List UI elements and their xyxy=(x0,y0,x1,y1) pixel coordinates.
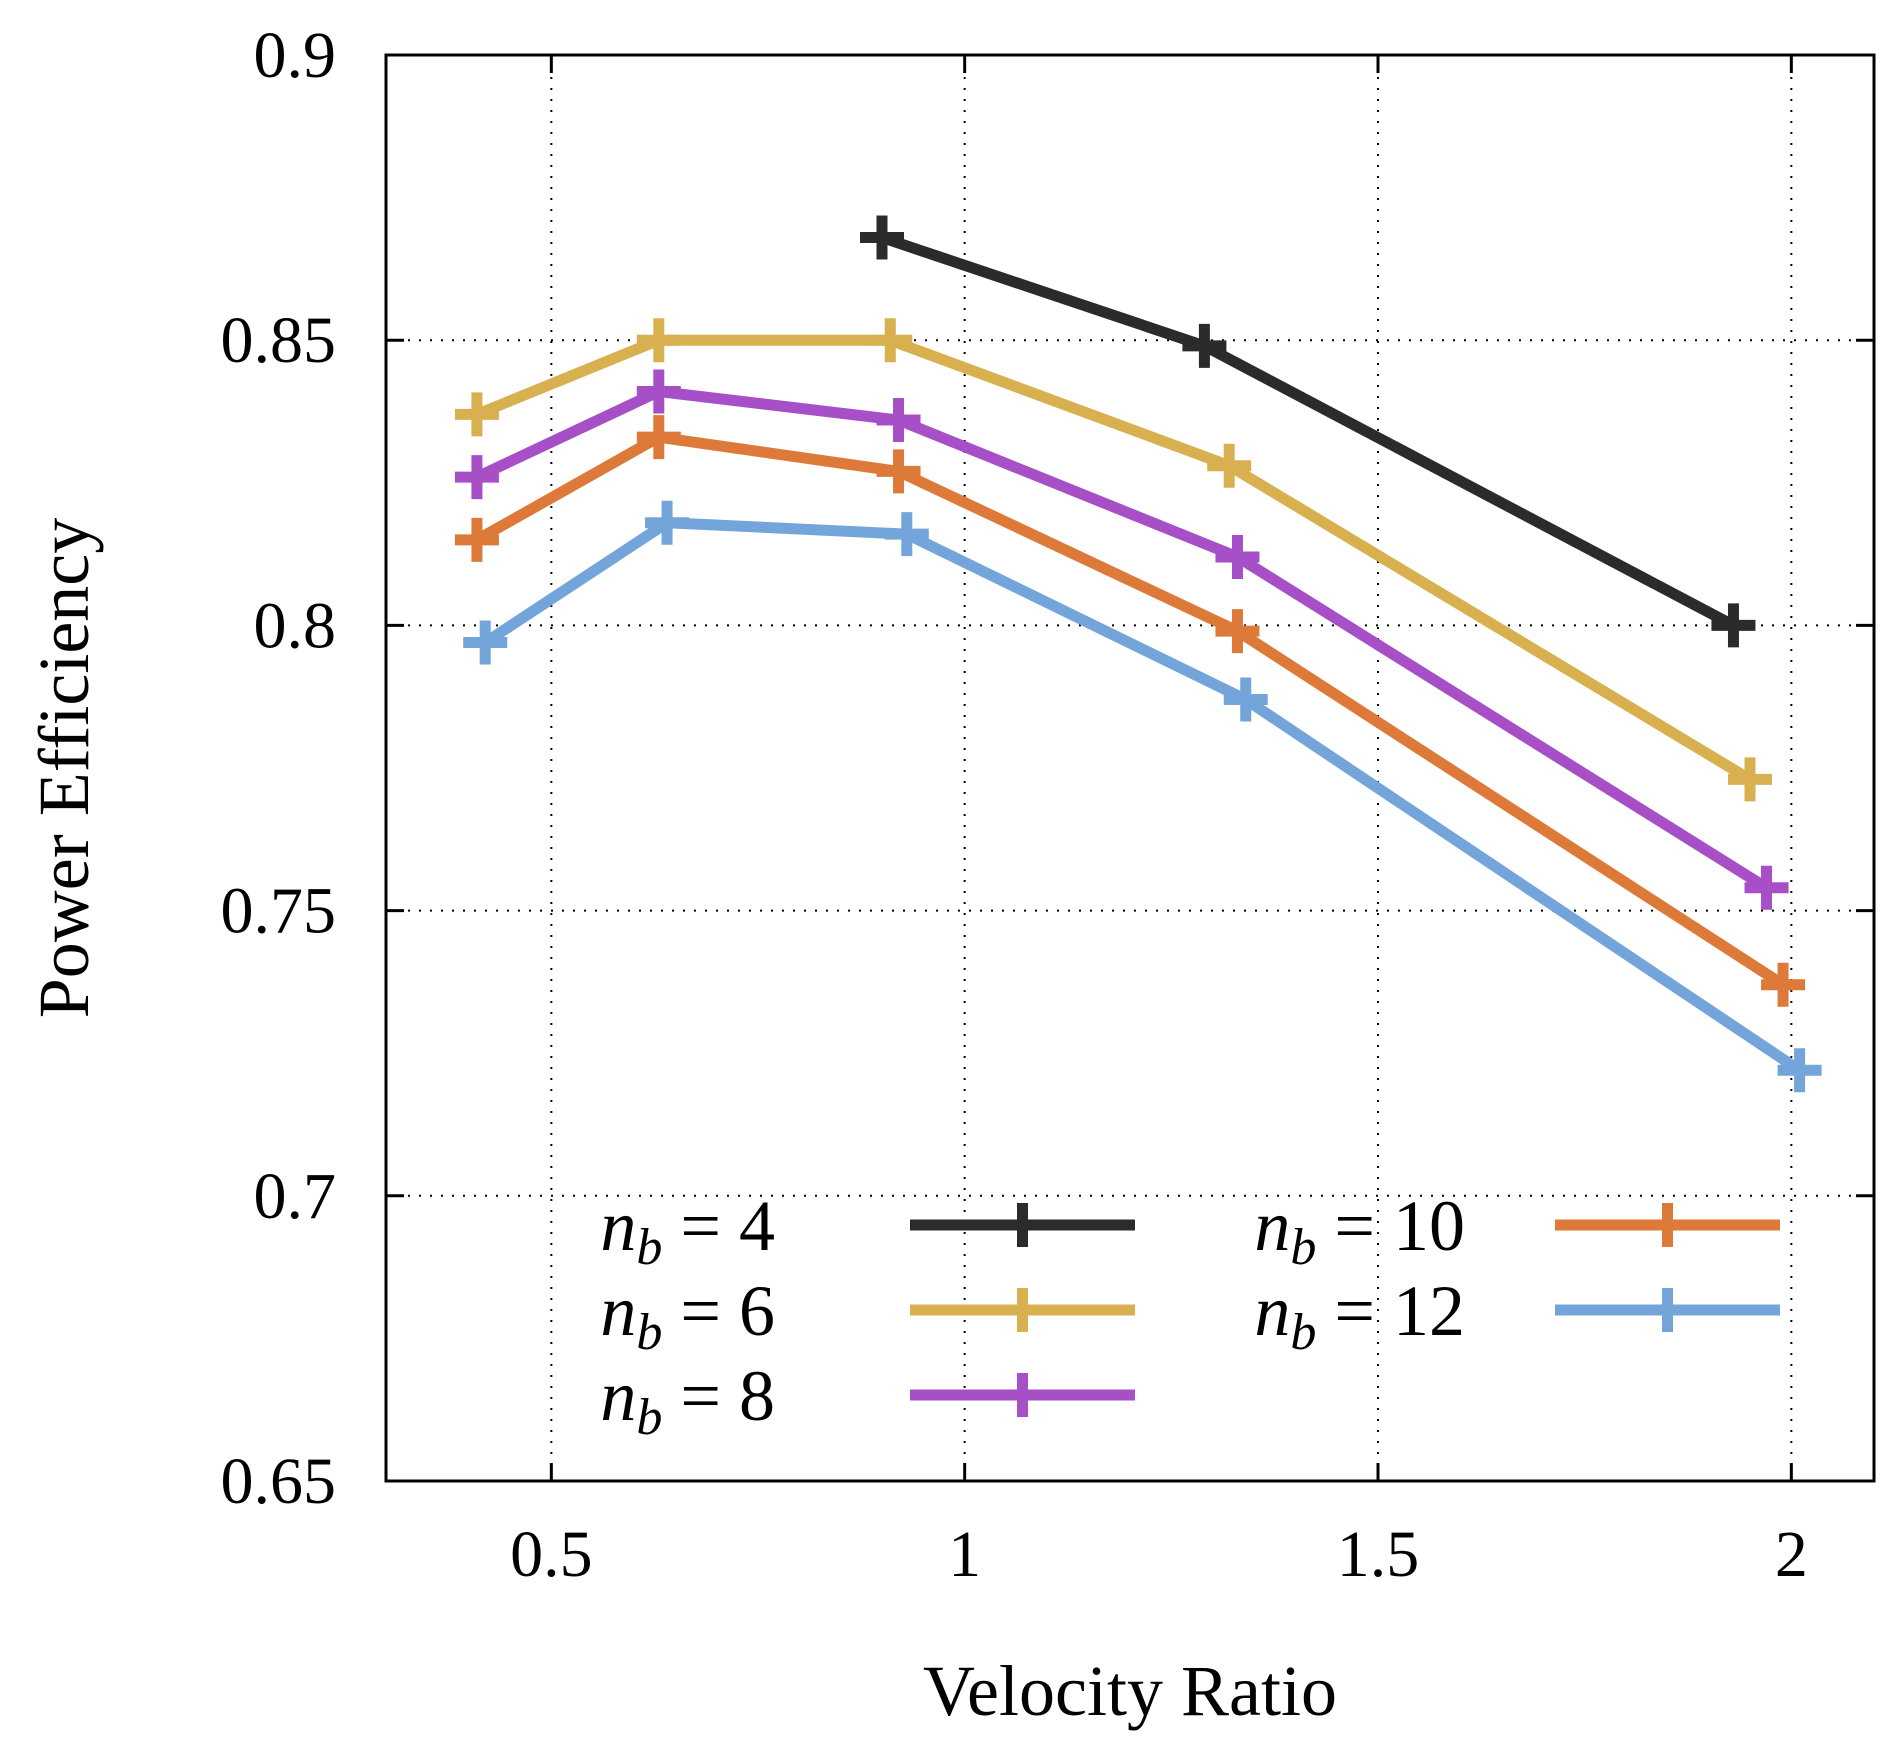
data-point xyxy=(454,455,499,500)
y-tick-label: 0.65 xyxy=(221,1445,337,1518)
series-line-4 xyxy=(482,517,1803,1075)
legend-swatch-marker xyxy=(1000,1373,1045,1417)
y-tick-label: 0.7 xyxy=(254,1160,337,1233)
legend-swatch-marker xyxy=(1000,1288,1045,1332)
series-line-1 xyxy=(474,334,1753,785)
data-point xyxy=(454,517,499,562)
tick-labels: 0.65 0.7 0.75 0.8 0.85 0.9 0.5 1 1.5 2 xyxy=(221,19,1808,1591)
y-axis-title: Power Efficiency xyxy=(24,518,104,1018)
ticks xyxy=(386,53,1874,1483)
data-point xyxy=(868,318,913,363)
y-tick-label: 0.8 xyxy=(254,589,337,662)
data-point xyxy=(463,620,508,665)
y-tick-label: 0.9 xyxy=(254,19,337,92)
y-tick-label: 0.85 xyxy=(221,304,337,377)
legend-swatch-marker xyxy=(1645,1203,1690,1247)
data-point xyxy=(1207,443,1252,488)
legend-label: nb = 4 xyxy=(600,1186,775,1276)
legend-swatch-marker xyxy=(1000,1203,1045,1247)
plot-frame xyxy=(384,53,1876,1483)
data-point xyxy=(1223,677,1268,722)
data-point xyxy=(1761,962,1806,1007)
data-point xyxy=(1777,1048,1822,1093)
x-tick-label: 2 xyxy=(1775,1518,1808,1591)
data-point xyxy=(1744,865,1789,910)
legend-swatch-marker xyxy=(1645,1288,1690,1332)
legend-label: nb = 6 xyxy=(600,1271,775,1361)
y-tick-label: 0.75 xyxy=(221,875,337,948)
data-point xyxy=(636,369,681,414)
legend-label: nb = 8 xyxy=(600,1356,775,1446)
x-tick-label: 1.5 xyxy=(1337,1518,1420,1591)
data-point xyxy=(860,215,904,260)
data-point xyxy=(1182,323,1227,368)
data-point xyxy=(884,512,929,557)
data-point xyxy=(876,398,921,443)
data-point xyxy=(636,318,681,363)
series-layer xyxy=(454,215,1822,1093)
grid xyxy=(386,55,1874,1481)
data-point xyxy=(454,392,499,437)
data-point xyxy=(1215,609,1260,654)
legend-label: nb = 12 xyxy=(1254,1271,1465,1361)
data-point xyxy=(645,500,690,545)
data-point xyxy=(1711,603,1756,648)
series-line-0 xyxy=(880,232,1737,631)
data-point xyxy=(1728,757,1772,802)
x-axis-title: Velocity Ratio xyxy=(923,1651,1337,1731)
x-tick-label: 1 xyxy=(948,1518,981,1591)
data-point xyxy=(1215,534,1260,579)
x-tick-label: 0.5 xyxy=(510,1518,593,1591)
data-point xyxy=(876,449,921,494)
legend-label: nb = 10 xyxy=(1254,1186,1465,1276)
data-point xyxy=(636,415,681,460)
